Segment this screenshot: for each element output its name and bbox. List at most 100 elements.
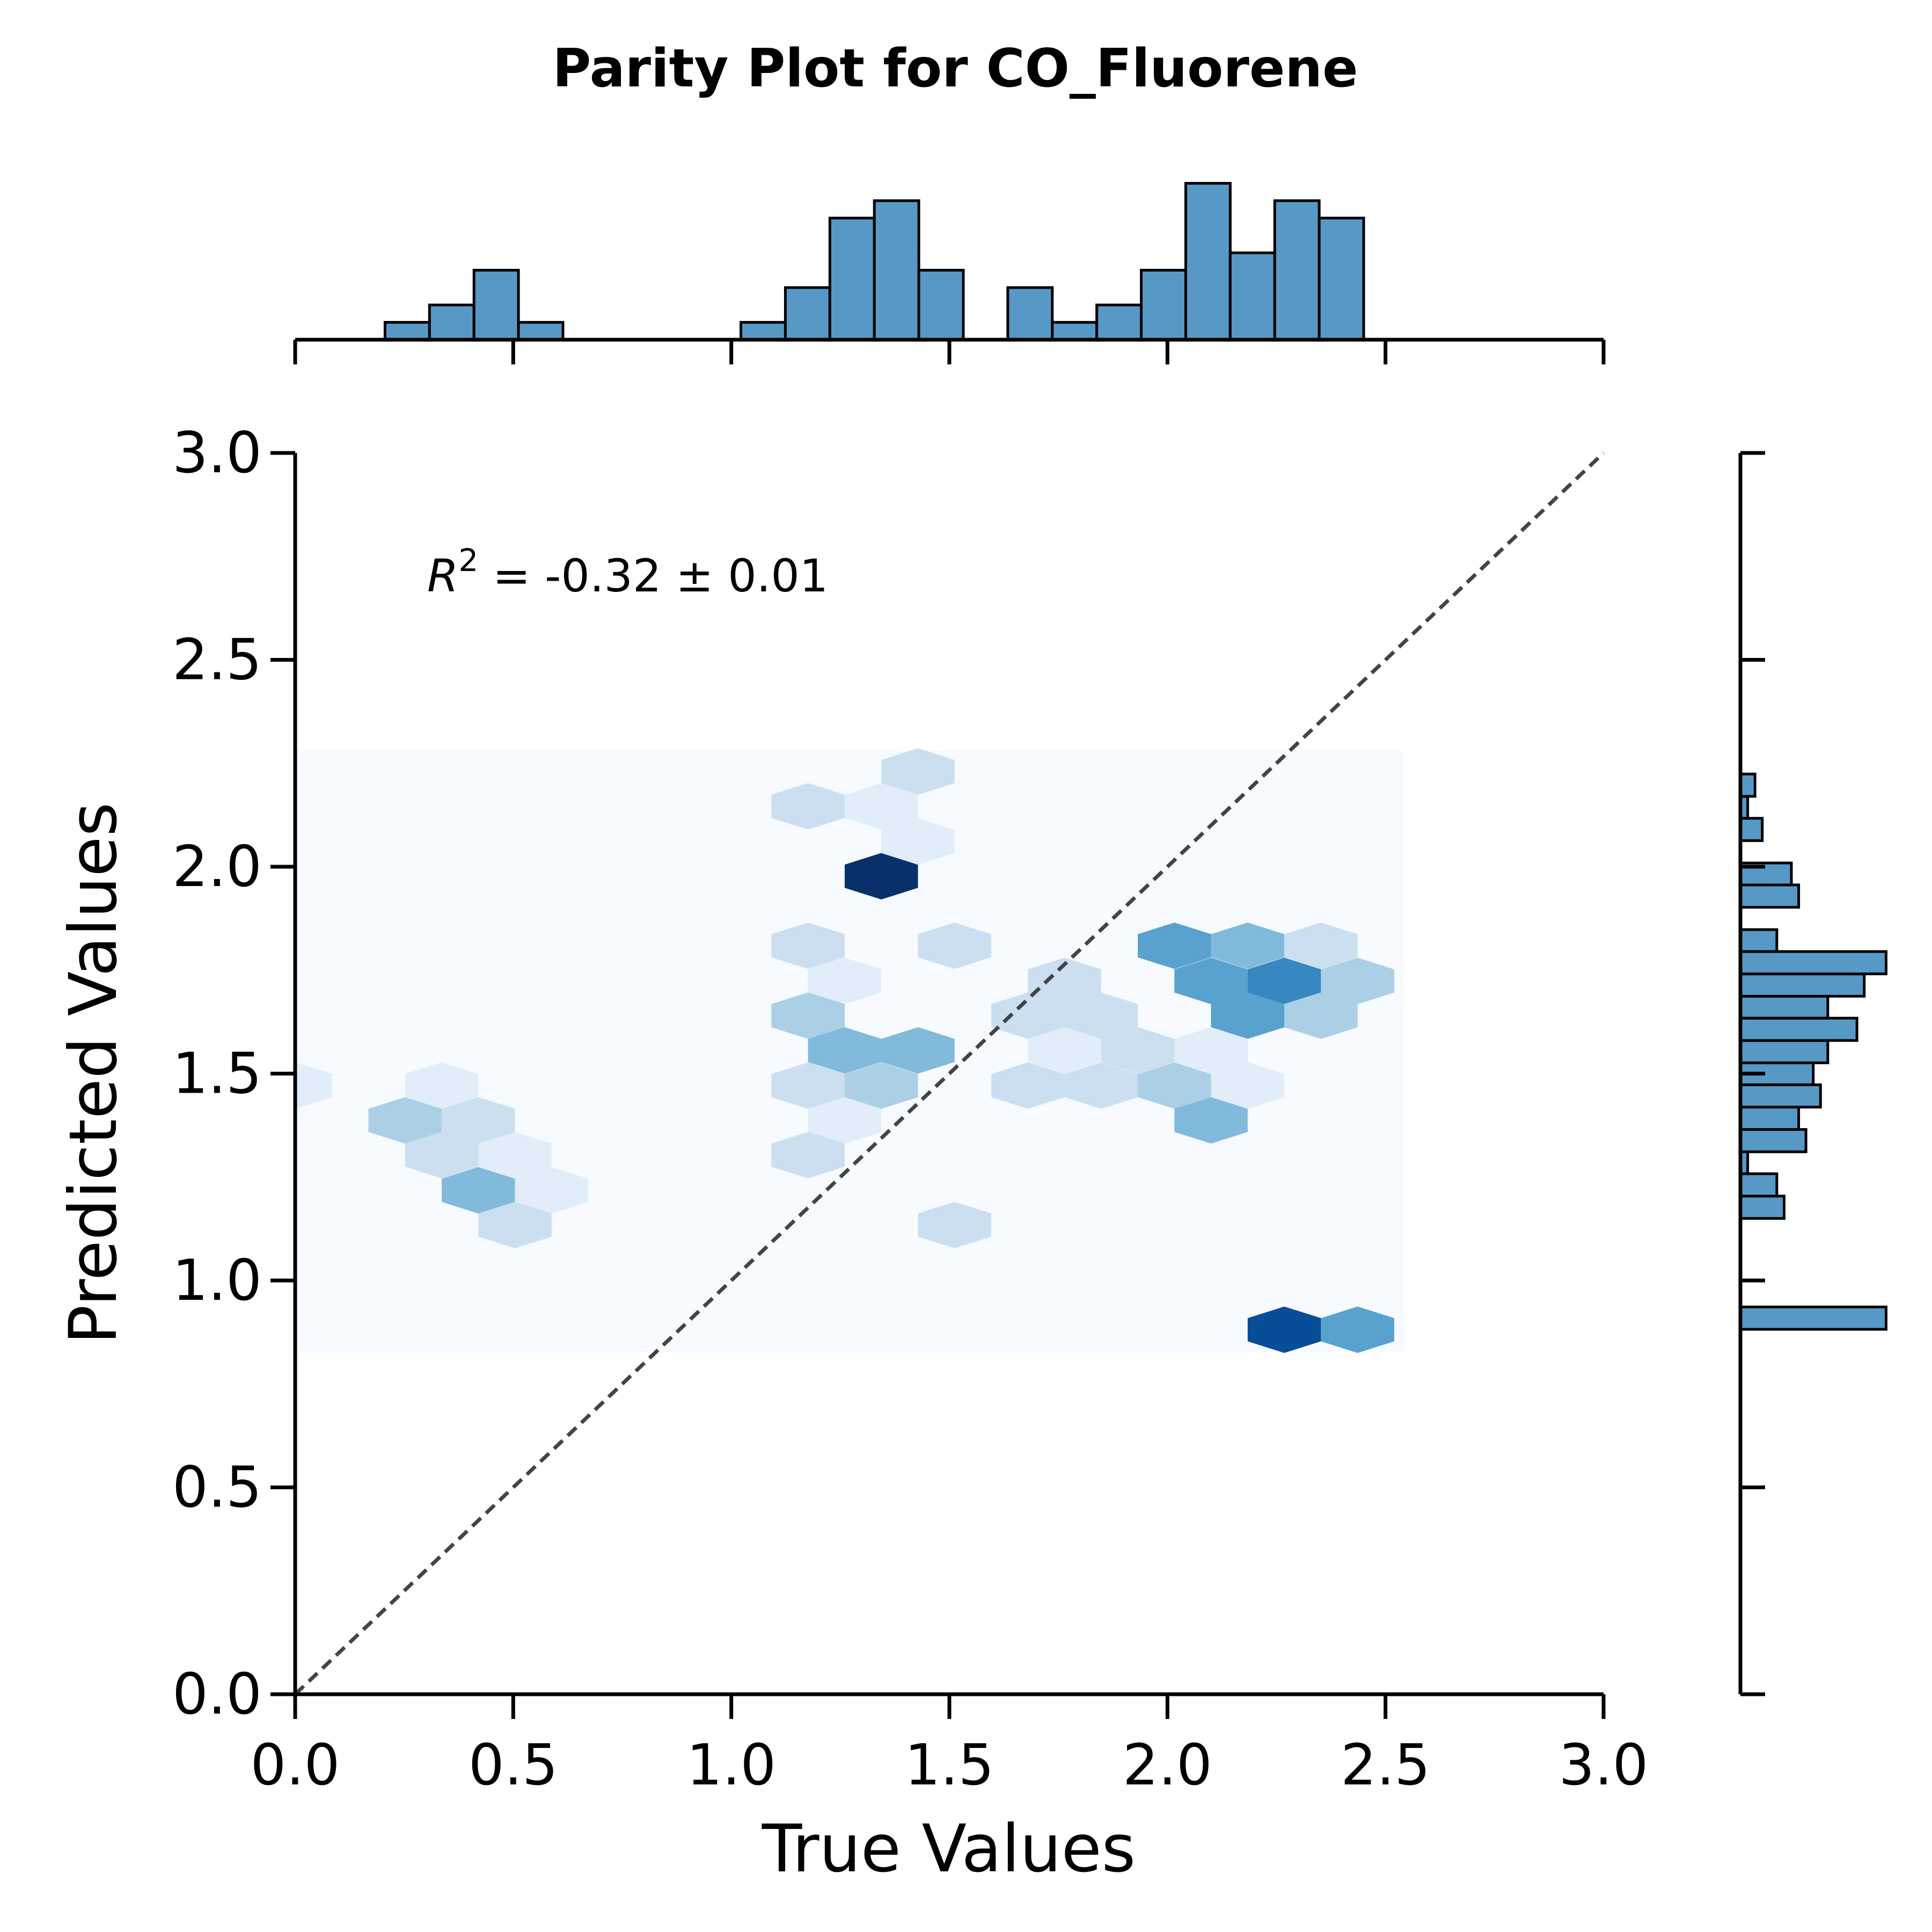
x-tick-label: 1.5	[905, 1732, 994, 1798]
x-tick-label: 2.5	[1341, 1732, 1430, 1798]
r2-annotation: R2 = -0.32 ± 0.01	[427, 542, 828, 602]
hist-bar	[1739, 1305, 1887, 1331]
x-axis-label: True Values	[762, 1811, 1136, 1887]
y-tick-label: 0.0	[172, 1662, 262, 1727]
hist-bar	[472, 268, 520, 341]
hex-cell	[478, 1202, 552, 1248]
y-tick-label: 2.0	[172, 834, 262, 899]
hist-bar	[828, 216, 876, 341]
r2-exponent: 2	[458, 542, 478, 579]
hex-cell	[808, 1027, 882, 1074]
hist-bar	[1739, 1016, 1858, 1042]
hist-bar	[1739, 1172, 1779, 1198]
hist-bar	[1739, 1083, 1822, 1109]
y-tick-label: 3.0	[172, 420, 262, 486]
y-tick-label: 1.5	[172, 1041, 262, 1107]
hist-bar	[1739, 817, 1764, 842]
chart-title: Parity Plot for CO_Fluorene	[552, 38, 1358, 99]
hex-cell	[1247, 1306, 1321, 1353]
hex-cell	[442, 1167, 515, 1214]
hist-bar	[1273, 199, 1321, 341]
hex-cell	[844, 1062, 918, 1109]
hex-cell	[368, 1097, 442, 1144]
hist-bar	[1739, 1128, 1807, 1153]
hist-bar	[1739, 972, 1866, 998]
hex-cell	[771, 1062, 845, 1109]
hist-bar	[1739, 1039, 1829, 1064]
hex-cell	[1284, 922, 1358, 969]
hex-cell	[918, 922, 992, 969]
hist-bar	[740, 321, 787, 341]
hex-cell	[881, 818, 955, 865]
hex-cell	[405, 1062, 479, 1109]
hist-bar	[1739, 883, 1801, 909]
hex-cell	[844, 853, 918, 900]
hex-cell	[808, 957, 882, 1005]
x-tick-label: 0.0	[251, 1732, 340, 1798]
x-tick-label: 0.5	[469, 1732, 558, 1798]
hex-cell	[1211, 922, 1285, 969]
hex-cell	[478, 1132, 552, 1179]
x-tick-label: 1.0	[686, 1732, 776, 1798]
hex-cell	[515, 1167, 589, 1214]
hex-cell	[844, 783, 918, 830]
hex-cell	[1174, 957, 1248, 1005]
hist-bar	[873, 199, 920, 341]
hex-cell	[771, 992, 845, 1039]
hist-bar	[784, 286, 831, 341]
hex-cell	[1211, 1062, 1285, 1109]
hist-bar	[1739, 1106, 1801, 1131]
hex-cell	[771, 783, 845, 830]
hist-bar	[1228, 251, 1276, 341]
hist-bar	[1739, 928, 1779, 953]
hex-cell	[1101, 1027, 1175, 1074]
hist-bar	[1739, 994, 1829, 1020]
hex-cell	[1138, 922, 1211, 969]
r2-symbol: R	[427, 550, 458, 602]
hex-cell	[1028, 957, 1101, 1005]
hex-cell	[1028, 1027, 1101, 1074]
hist-bar	[1051, 321, 1099, 341]
hist-bar	[1318, 216, 1365, 341]
hist-bar	[1739, 772, 1757, 798]
hist-bar	[428, 303, 475, 341]
hist-bar	[517, 321, 565, 341]
hex-cell	[1321, 957, 1394, 1005]
hist-bar	[1095, 303, 1143, 341]
y-tick-label: 1.0	[172, 1248, 262, 1313]
hex-cell	[991, 1062, 1065, 1109]
hist-bar	[1739, 950, 1887, 976]
hex-cell	[918, 1202, 992, 1248]
hist-bar	[383, 321, 431, 341]
hex-cell	[881, 748, 955, 795]
hex-cell	[442, 1097, 515, 1144]
y-tick-label: 2.5	[172, 627, 262, 693]
hexbin-layer	[295, 748, 1404, 1353]
hex-cell	[295, 1062, 332, 1109]
hex-cell	[881, 1027, 955, 1074]
hex-cell	[1174, 1027, 1248, 1074]
y-tick-label: 0.5	[172, 1455, 262, 1520]
hist-bar	[1184, 182, 1232, 341]
hex-cell	[405, 1132, 479, 1179]
hex-cell	[1138, 1062, 1211, 1109]
x-tick-label: 3.0	[1559, 1732, 1649, 1798]
hist-bar	[917, 268, 965, 341]
hist-bar	[1140, 268, 1187, 341]
x-tick-label: 2.0	[1123, 1732, 1212, 1798]
hex-cell	[1247, 957, 1321, 1005]
hex-cell	[808, 1097, 882, 1144]
hex-cell	[1211, 992, 1285, 1039]
hist-bar	[1739, 1195, 1785, 1220]
hist-bar	[1006, 286, 1054, 341]
hex-cell	[1064, 1062, 1138, 1109]
hex-cell	[1284, 992, 1358, 1039]
r2-text: = -0.32 ± 0.01	[478, 550, 828, 602]
hex-cell	[1174, 1097, 1248, 1144]
hex-cell	[771, 922, 845, 969]
y-axis-label: Predicted Values	[55, 802, 131, 1344]
hex-cell	[1064, 992, 1138, 1039]
hex-cell	[771, 1132, 845, 1179]
hex-cell	[991, 992, 1065, 1039]
